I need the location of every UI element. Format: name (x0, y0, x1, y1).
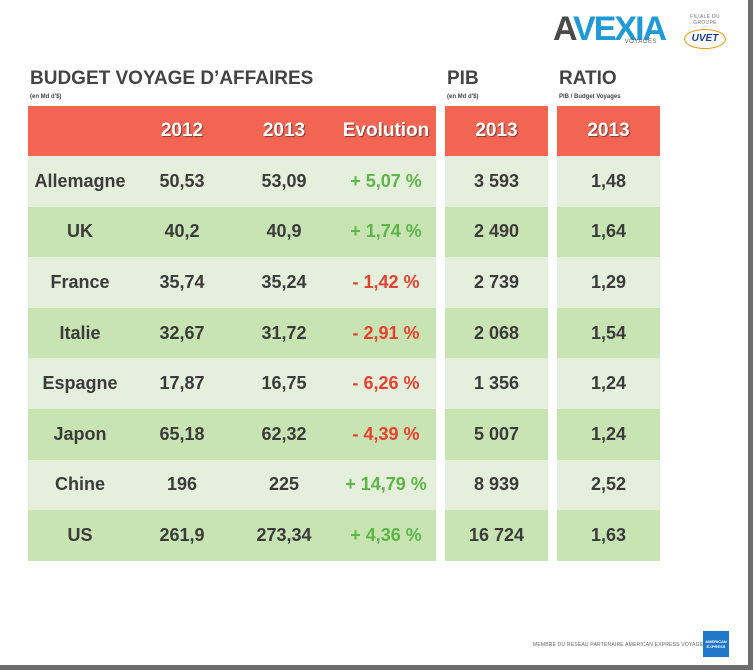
evolution-cell: + 5,07 % (350, 170, 422, 191)
window-border-right (748, 0, 753, 670)
pib-cell: 5 007 (473, 423, 520, 444)
value-2012-cell: 32,67 (159, 322, 205, 343)
uvet-logo: FILIALE DU GROUPE UVET (680, 14, 730, 49)
country-cell: Japon (53, 423, 107, 444)
header-2013: 2013 (262, 120, 306, 141)
country-cell: UK (67, 221, 93, 242)
ratio-row: 1,24 (557, 408, 660, 460)
ratio-cell: 2,52 (590, 474, 627, 495)
header-ratio-2013: 2013 (587, 120, 630, 141)
budget-row: UK 40,2 40,9 + 1,74 % (28, 206, 436, 258)
value-2013-cell: 35,24 (261, 271, 307, 292)
pib-row: 2 739 (445, 257, 548, 308)
ratio-unit: PIB / Budget Voyages (559, 94, 621, 100)
avexia-logo: AVEXIA VOYAGES (553, 10, 667, 48)
value-2012-cell: 65,18 (159, 423, 205, 444)
value-2013-cell: 16,75 (261, 373, 307, 394)
evolution-cell: + 1,74 % (350, 221, 422, 242)
evolution-cell: - 6,26 % (352, 373, 420, 394)
value-2012-cell: 17,87 (159, 373, 205, 394)
pib-cell: 2 490 (473, 221, 520, 242)
value-2012-cell: 40,2 (164, 221, 200, 242)
ratio-row: 1,48 (557, 156, 660, 207)
budget-unit: (en Md d'$) (30, 94, 62, 100)
pib-cell: 2 739 (473, 271, 520, 292)
amex-badge: AMERICAN EXPRESS (703, 631, 729, 657)
ratio-row: 1,29 (557, 257, 660, 308)
value-2013-cell: 273,34 (256, 524, 312, 545)
evolution-cell: - 4,39 % (352, 423, 420, 444)
budget-row: Chine 196 225 + 14,79 % (28, 459, 436, 511)
header-pib-2013: 2013 (475, 120, 518, 141)
country-cell: Espagne (42, 373, 118, 394)
pib-table: 2013 3 593 2 490 2 739 2 068 1 356 5 007 8 939… (445, 106, 548, 561)
pib-title: PIB (447, 68, 479, 89)
footer-network-text: MEMBRE DU RESEAU PARTENAIRE AMERICAN EXP… (533, 642, 707, 648)
value-2012-cell: 35,74 (159, 271, 205, 292)
ratio-cell: 1,24 (590, 373, 627, 394)
value-2013-cell: 40,9 (266, 221, 302, 242)
budget-header-row: 2012 2013 Evolution (28, 106, 436, 156)
pib-row: 8 939 (445, 459, 548, 511)
header-2012: 2012 (160, 120, 204, 141)
pib-unit: (en Md d'$) (447, 94, 479, 100)
ratio-header-row: 2013 (557, 106, 660, 156)
budget-row: US 261,9 273,34 + 4,36 % (28, 510, 436, 561)
header-evolution: Evolution (342, 120, 430, 141)
ratio-row: 1,64 (557, 206, 660, 258)
budget-row: Espagne 17,87 16,75 - 6,26 % (28, 358, 436, 409)
country-cell: Allemagne (34, 170, 126, 191)
pib-row: 2 490 (445, 206, 548, 258)
pib-row: 3 593 (445, 156, 548, 207)
pib-cell: 1 356 (473, 373, 520, 394)
pib-cell: 2 068 (473, 322, 520, 343)
budget-title: BUDGET VOYAGE D’AFFAIRES (30, 68, 314, 89)
value-2013-cell: 225 (268, 474, 300, 495)
evolution-cell: - 2,91 % (352, 322, 420, 343)
ratio-title: RATIO (559, 68, 617, 89)
pib-row: 16 724 (445, 510, 548, 561)
pib-row: 5 007 (445, 408, 548, 460)
value-2013-cell: 53,09 (261, 170, 307, 191)
budget-row: France 35,74 35,24 - 1,42 % (28, 257, 436, 308)
budget-row: Italie 32,67 31,72 - 2,91 % (28, 307, 436, 359)
pib-cell: 8 939 (473, 474, 520, 495)
ratio-row: 1,63 (557, 510, 660, 561)
country-cell: US (67, 524, 93, 545)
value-2013-cell: 62,32 (261, 423, 307, 444)
evolution-cell: - 1,42 % (352, 271, 420, 292)
ratio-cell: 1,63 (590, 524, 627, 545)
pib-cell: 3 593 (473, 170, 520, 191)
budget-table: 2012 2013 Evolution Allemagne 50,53 53,09 +… (28, 106, 436, 561)
window-border-bottom (0, 665, 753, 670)
pib-row: 2 068 (445, 307, 548, 359)
pib-header-row: 2013 (445, 106, 548, 156)
ratio-cell: 1,29 (590, 271, 627, 292)
country-cell: France (50, 271, 110, 292)
pib-cell: 16 724 (468, 524, 525, 545)
budget-row: Allemagne 50,53 53,09 + 5,07 % (28, 156, 436, 207)
ratio-row: 2,52 (557, 459, 660, 511)
ratio-row: 1,54 (557, 307, 660, 359)
value-2012-cell: 50,53 (159, 170, 205, 191)
value-2012-cell: 196 (166, 474, 198, 495)
evolution-cell: + 14,79 % (345, 474, 427, 495)
ratio-cell: 1,48 (590, 170, 627, 191)
value-2013-cell: 31,72 (261, 322, 307, 343)
ratio-cell: 1,24 (590, 423, 627, 444)
ratio-cell: 1,64 (590, 221, 627, 242)
ratio-row: 1,24 (557, 358, 660, 409)
ratio-cell: 1,54 (590, 322, 627, 343)
evolution-cell: + 4,36 % (350, 524, 422, 545)
country-cell: Chine (54, 474, 105, 495)
value-2012-cell: 261,9 (159, 524, 205, 545)
pib-row: 1 356 (445, 358, 548, 409)
ratio-table: 2013 1,48 1,64 1,29 1,54 1,24 1,24 2,52 1,63 (557, 106, 660, 561)
country-cell: Italie (59, 322, 101, 343)
budget-row: Japon 65,18 62,32 - 4,39 % (28, 408, 436, 460)
